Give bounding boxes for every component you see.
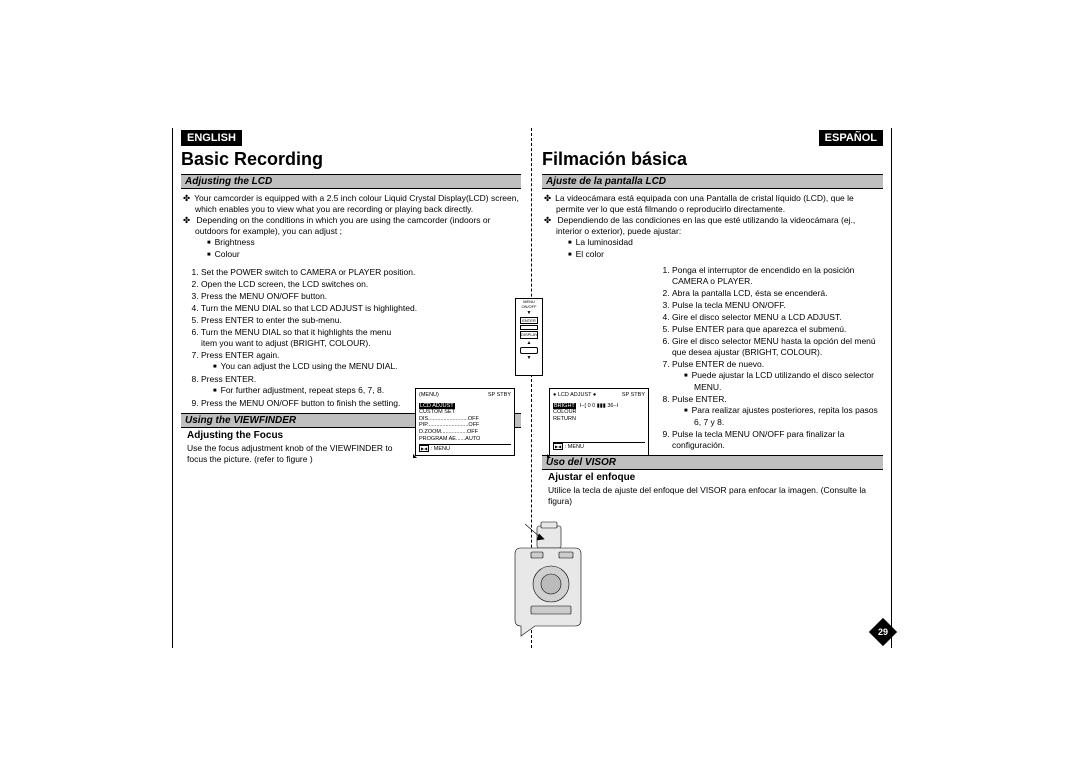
step: Pulse ENTER de nuevo. Puede ajustar la L… — [672, 359, 883, 393]
menu-line: CUSTOM SET — [419, 409, 511, 416]
lcd-screen-figure: ● LCD ADJUST ● SP STBY BRIGHT I−[ 0 0 ▮▮… — [549, 388, 649, 456]
step-text: Turn the MENU DIAL so that it highlights… — [201, 327, 391, 348]
section-lcd-right: Ajuste de la pantalla LCD — [542, 174, 883, 189]
intro-item: Your camcorder is equipped with a 2.5 in… — [195, 193, 521, 215]
step: Press ENTER again. You can adjust the LC… — [201, 350, 521, 373]
focus-text-right: Utilice la tecla de ajuste del enfoque d… — [542, 483, 883, 507]
menu-screen-figure: (MENU) SP STBY LCD ADJUST CUSTOM SET DIS… — [415, 388, 515, 456]
menu-line: D.ZOOM.................OFF — [419, 429, 511, 436]
substep-item: Para realizar ajustes posteriores, repit… — [694, 405, 883, 428]
step: Set the POWER switch to CAMERA or PLAYER… — [201, 267, 521, 278]
substep-item: Puede ajustar la LCD utilizando el disco… — [694, 370, 883, 393]
page-number: 29 — [878, 627, 888, 637]
section-lcd-left: Adjusting the LCD — [181, 174, 521, 189]
section-viewfinder-right: Uso del VISOR — [542, 455, 883, 470]
title-left: Basic Recording — [181, 149, 521, 170]
intro-list-left: Your camcorder is equipped with a 2.5 in… — [181, 193, 521, 261]
remote-display: DISPLAY — [520, 331, 538, 339]
step: Turn the MENU DIAL so that it highlights… — [201, 327, 521, 349]
step: Gire el disco selector MENU hasta la opc… — [672, 336, 883, 358]
step-text: Pulse ENTER. — [672, 394, 727, 404]
intro-item: La videocámara está equipada con una Pan… — [556, 193, 883, 215]
intro-item: Depending on the conditions in which you… — [195, 215, 521, 261]
corner-marker-icon — [413, 454, 417, 458]
step: Pulse ENTER para que aparezca el submenú… — [672, 324, 883, 335]
menu-line: DIS..........................OFF — [419, 416, 511, 423]
step-text: Press ENTER again. — [201, 350, 279, 360]
intro-item: Dependiendo de las condiciones en las qu… — [556, 215, 883, 261]
camera-figure — [511, 520, 591, 640]
menu-mode: SP STBY — [488, 392, 511, 399]
remote-slot — [520, 325, 538, 330]
lcd-foot: : MENU — [565, 444, 584, 450]
remote-enter: ENTER — [520, 317, 538, 325]
menu-line: PIP...........................OFF — [419, 422, 511, 429]
title-right: Filmación básica — [542, 149, 883, 170]
lang-row: ESPAÑOL — [542, 128, 883, 146]
step: Ponga el interruptor de encendido en la … — [672, 265, 883, 287]
intro-list-right: La videocámara está equipada con una Pan… — [542, 193, 883, 261]
step: Abra la pantalla LCD, ésta se encenderá. — [672, 288, 883, 299]
step-text: Pulse ENTER de nuevo. — [672, 359, 764, 369]
adjust-item: La luminosidad — [578, 237, 883, 249]
substep: Puede ajustar la LCD utilizando el disco… — [672, 370, 883, 393]
intro-text: Depending on the conditions in which you… — [195, 215, 490, 236]
lang-badge-english: ENGLISH — [181, 130, 242, 146]
menu-head: (MENU) — [419, 392, 439, 399]
lang-row: ENGLISH — [181, 128, 521, 146]
menu-line: PROGRAM AE......AUTO — [419, 436, 511, 443]
adjust-item: Colour — [217, 249, 521, 261]
step-text: Press ENTER. — [201, 374, 256, 384]
corner-marker-icon — [547, 454, 551, 458]
adjust-item: El color — [578, 249, 883, 261]
page-number-badge: 29 — [869, 618, 897, 646]
remote-pad — [520, 347, 538, 354]
subheading-focus-right: Ajustar el enfoque — [542, 470, 883, 483]
lcd-val: I−[ 0 0 ▮▮▮ 36−I — [580, 403, 618, 410]
menu-foot: : MENU — [431, 446, 450, 452]
adjust-sublist: Brightness Colour — [195, 237, 521, 261]
substep: Para realizar ajustes posteriores, repit… — [672, 405, 883, 428]
step: Gire el disco selector MENU a LCD ADJUST… — [672, 312, 883, 323]
remote-figure: MENU ON/OFF ▼ ENTER DISPLAY ▲ ▼ — [515, 298, 543, 376]
adjust-sublist: La luminosidad El color — [556, 237, 883, 261]
substep-item: You can adjust the LCD using the MENU DI… — [223, 361, 401, 373]
intro-text: Dependiendo de las condiciones en las qu… — [556, 215, 855, 236]
menu-line: LCD ADJUST — [419, 403, 455, 409]
manual-page: ENGLISH Basic Recording Adjusting the LC… — [172, 128, 892, 648]
substep: You can adjust the LCD using the MENU DI… — [201, 361, 521, 373]
lcd-line: COLOUR — [553, 409, 645, 416]
step: Pulse la tecla MENU ON/OFF para finaliza… — [672, 429, 883, 451]
adjust-item: Brightness — [217, 237, 521, 249]
step: Pulse la tecla MENU ON/OFF. — [672, 300, 883, 311]
lcd-mode: SP STBY — [622, 392, 645, 399]
lcd-line: RETURN — [553, 416, 645, 423]
lcd-line: BRIGHT — [553, 403, 576, 410]
step: Press the MENU ON/OFF button. — [201, 291, 521, 302]
lcd-head: ● LCD ADJUST ● — [553, 392, 596, 399]
step: Turn the MENU DIAL so that LCD ADJUST is… — [201, 303, 521, 314]
lang-badge-spanish: ESPAÑOL — [819, 130, 883, 146]
step: Press ENTER to enter the sub-menu. — [201, 315, 521, 326]
step: Pulse ENTER. Para realizar ajustes poste… — [672, 394, 883, 428]
step: Open the LCD screen, the LCD switches on… — [201, 279, 521, 290]
